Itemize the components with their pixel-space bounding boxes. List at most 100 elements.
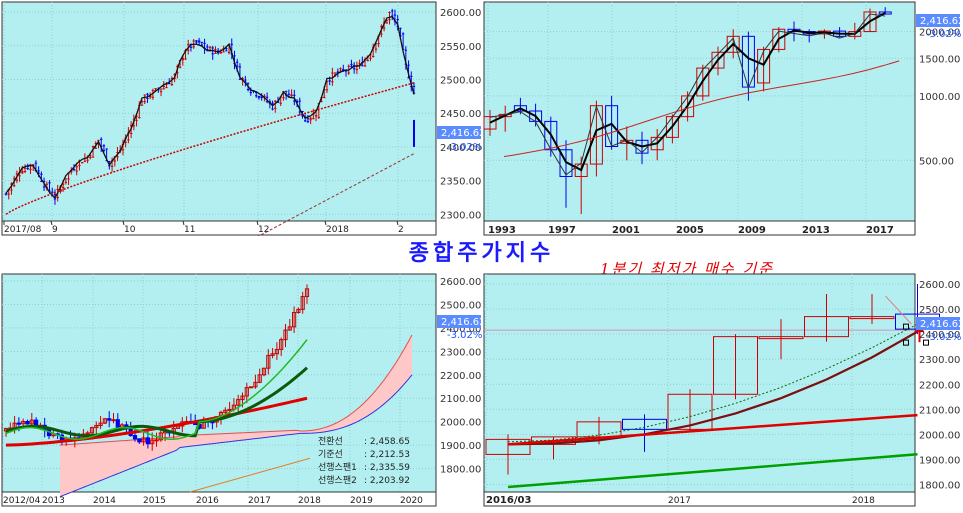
quarterly-x-tick: 2017 xyxy=(668,496,691,506)
long-term-y-tick: 1500.00 xyxy=(919,54,960,65)
long-term-candle-body xyxy=(513,105,527,112)
ichimoku-candle-body xyxy=(115,419,120,429)
quarterly-x-tick: 2018 xyxy=(852,496,875,506)
quarterly-price-label: 2,416.62 xyxy=(920,319,963,330)
ichimoku-candle-body xyxy=(253,381,258,388)
ichimoku-candle-body xyxy=(29,419,34,425)
ichimoku-y-tick: 2300.00 xyxy=(440,347,481,358)
ichimoku-x-tick: 2020 xyxy=(400,496,423,506)
ichimoku-candle-body xyxy=(141,437,146,443)
quarterly-selection-handle xyxy=(903,339,909,346)
quarterly-candle-body xyxy=(622,418,667,430)
ichimoku-candle-body xyxy=(107,418,112,421)
quarterly-x-tick: 2016/03 xyxy=(486,495,531,506)
long-term-candle-body xyxy=(559,149,573,177)
ichimoku-chart-panel: 1800.00 1900.00 2000.00 2100.00 2200.00 2300.… xyxy=(0,272,486,509)
daily-price-label-box xyxy=(437,126,481,139)
ichimoku-y-tick: 2400.00 xyxy=(440,324,481,335)
quarterly-price-label-box xyxy=(916,317,960,330)
quarterly-change-label: -3.02% xyxy=(926,332,961,343)
ichimoku-candle-body xyxy=(240,395,245,401)
ichimoku-legend-name: 기준선 xyxy=(318,449,343,460)
ichimoku-y-tick: 1800.00 xyxy=(440,465,481,476)
daily-y-tick: 2350.00 xyxy=(440,177,481,188)
long-term-y-tick: 1000.00 xyxy=(919,92,960,103)
ichimoku-candle-body xyxy=(257,374,262,383)
ichimoku-candle-body xyxy=(158,432,163,441)
quarterly-ma-mid-line xyxy=(507,413,918,446)
quarterly-candle-body xyxy=(849,316,895,320)
daily-x-tick-mark xyxy=(324,220,327,226)
quarterly-ma-short-line xyxy=(507,330,919,446)
daily-change-label: -3.02% xyxy=(447,142,482,153)
ichimoku-candle-body xyxy=(304,288,310,298)
ichimoku-y-tick: 2200.00 xyxy=(440,371,481,382)
ichimoku-y-tick: 2600.00 xyxy=(440,277,481,288)
ichimoku-x-tick: 2017 xyxy=(248,496,271,506)
quarterly-candle-body xyxy=(713,336,758,395)
ichimoku-legend-value: : 2,212.53 xyxy=(364,450,410,460)
long-term-y-tick: 500.00 xyxy=(919,156,954,167)
ichimoku-legend-value: : 2,335.59 xyxy=(364,463,410,473)
ichimoku-x-tick: 2018 xyxy=(298,496,321,506)
daily-x-tick-mark xyxy=(256,220,259,226)
ichimoku-y-tick: 2100.00 xyxy=(440,394,481,405)
ichimoku-leading-span1 xyxy=(59,334,413,446)
ichimoku-candle-body xyxy=(21,420,26,425)
daily-x-tick-mark xyxy=(50,220,53,226)
long-term-y-tick: 2000.00 xyxy=(919,28,960,39)
daily-y-tick: 2450.00 xyxy=(440,109,481,120)
ichimoku-lagging-span xyxy=(189,457,311,493)
ichimoku-candle-body xyxy=(150,439,155,445)
ichimoku-candle-body xyxy=(89,427,95,434)
ichimoku-candle-body xyxy=(145,437,151,445)
ichimoku-x-tick: 2019 xyxy=(350,496,373,506)
quarterly-y-tick: 2600.00 xyxy=(919,280,960,291)
ichimoku-candle-body xyxy=(287,326,292,331)
daily-x-tick: 10 xyxy=(124,225,136,235)
ichimoku-candle-body xyxy=(270,353,275,356)
ichimoku-candle-body xyxy=(292,311,297,328)
ichimoku-leading-span2 xyxy=(59,374,413,498)
long-term-x-tick: 1997 xyxy=(548,225,576,236)
quarterly-y-tick: 2000.00 xyxy=(919,430,960,441)
daily-x-tick-mark xyxy=(182,220,185,226)
ichimoku-change-label: -3.02% xyxy=(447,330,482,341)
quarterly-ma-dotted-line xyxy=(507,323,918,443)
daily-x-tick: 2017/08 xyxy=(4,225,42,235)
quarterly-y-tick: 1900.00 xyxy=(919,455,960,466)
long-term-chart: 500.00 1000.00 1500.00 2000.00 1993 1997 2001 2… xyxy=(483,1,963,236)
ichimoku-candle-body xyxy=(25,420,30,425)
long-term-ma-long-line xyxy=(503,60,900,158)
chart-main-title: 종합주가지수 xyxy=(408,240,555,266)
ichimoku-conversion-line xyxy=(5,339,308,440)
ichimoku-candle-body xyxy=(227,408,232,411)
daily-chart-panel: 2300.00 2350.00 2400.00 2450.00 2500.00 2550.… xyxy=(0,0,486,252)
long-term-candle-body xyxy=(574,163,588,177)
ichimoku-x-tick: 2014 xyxy=(93,496,116,506)
ichimoku-legend-name: 전환선 xyxy=(318,435,343,447)
ichimoku-legend-value: : 2,203.92 xyxy=(364,476,410,486)
daily-y-tick: 2600.00 xyxy=(440,8,481,19)
ichimoku-legend-value: : 2,458.65 xyxy=(364,437,410,447)
ichimoku-x-tick: 2015 xyxy=(143,496,166,506)
ichimoku-candle-body xyxy=(266,354,271,369)
daily-chart: 2300.00 2350.00 2400.00 2450.00 2500.00 2550.… xyxy=(1,1,486,252)
daily-x-tick: 2 xyxy=(398,225,404,235)
quarterly-y-tick: 2400.00 xyxy=(919,330,960,341)
ichimoku-chart: 1800.00 1900.00 2000.00 2100.00 2200.00 2300.… xyxy=(1,273,486,507)
ichimoku-price-label: 2,416.62 xyxy=(441,317,482,328)
ichimoku-base-line xyxy=(5,366,308,438)
ichimoku-candle-body xyxy=(16,422,21,425)
daily-y-tick: 2500.00 xyxy=(440,75,481,86)
daily-price-label: 2,416.62 xyxy=(441,128,482,139)
daily-y-tick: 2400.00 xyxy=(440,143,481,154)
long-term-price-label: 2,416.62 xyxy=(920,16,963,27)
long-term-candle-body xyxy=(696,67,710,97)
ichimoku-legend-name: 선행스팬2 xyxy=(318,474,357,486)
daily-y-tick: 2300.00 xyxy=(440,210,481,221)
daily-x-tick: 2018 xyxy=(326,225,349,235)
ichimoku-candle-body xyxy=(236,399,241,406)
ichimoku-candle-body xyxy=(98,422,103,427)
ichimoku-candle-body xyxy=(279,339,284,350)
